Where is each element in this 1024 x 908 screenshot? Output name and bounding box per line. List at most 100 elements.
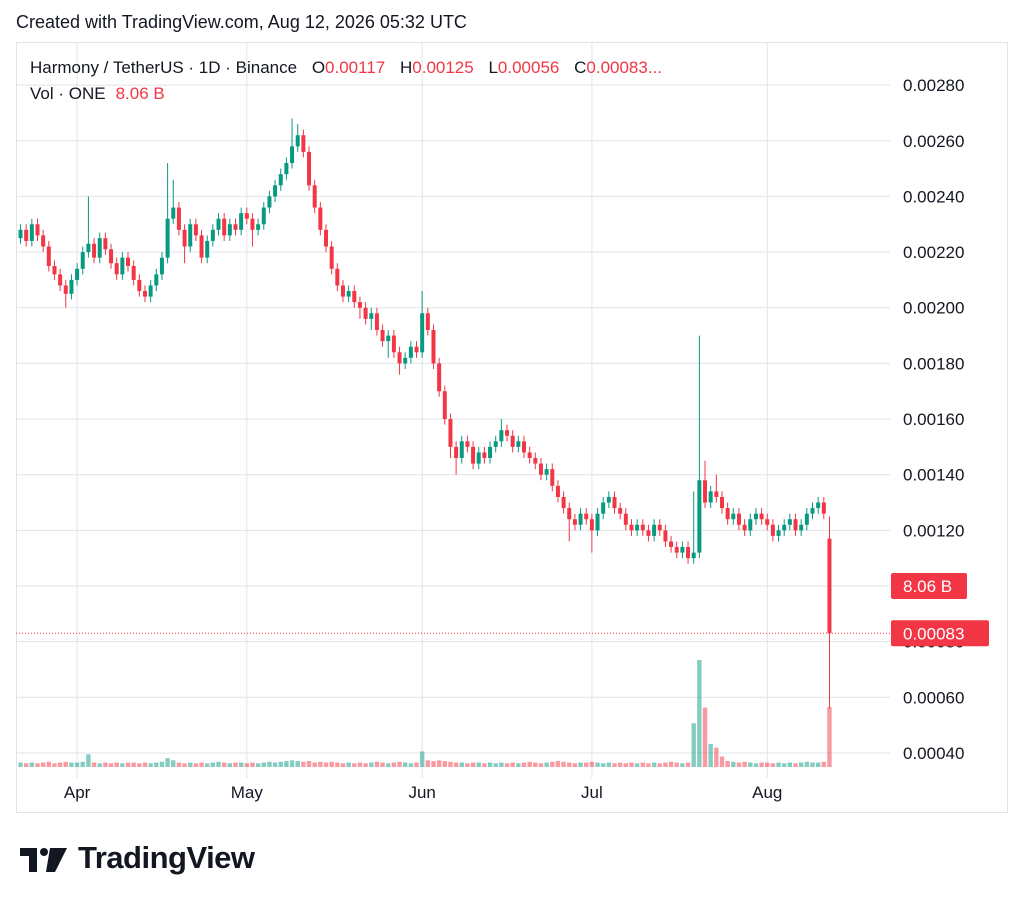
volume-bar	[142, 762, 148, 767]
candle-body	[239, 213, 244, 230]
volume-badge-label: 8.06 B	[903, 577, 952, 596]
volume-bar	[306, 761, 312, 767]
volume-bar	[759, 762, 764, 767]
candle-body	[250, 218, 255, 230]
candle-body	[391, 335, 396, 353]
candle-body	[731, 513, 736, 520]
volume-bar	[748, 762, 753, 767]
o-key: O	[311, 58, 326, 77]
candle-body	[448, 419, 453, 447]
brand: TradingView	[78, 840, 255, 875]
candle-body	[465, 441, 470, 447]
y-tick-label: 0.00040	[903, 744, 964, 763]
candle-body	[397, 352, 402, 364]
candle-body	[459, 441, 464, 458]
candle-body	[584, 513, 589, 520]
volume-bar	[125, 762, 131, 767]
candle-body	[810, 508, 815, 514]
candle-body	[290, 146, 295, 164]
candle-body	[52, 266, 57, 275]
volume-bar	[646, 763, 651, 767]
candle-body	[199, 235, 204, 258]
volume-bar	[589, 761, 595, 767]
candle-body	[561, 496, 566, 509]
candle-body	[606, 496, 611, 503]
y-tick-label: 0.00140	[903, 466, 964, 485]
volume-bar	[533, 762, 538, 767]
volume-bar	[725, 761, 730, 767]
candle-body	[708, 491, 713, 503]
candle-body	[527, 452, 532, 458]
candle-body	[357, 302, 362, 308]
h-key: H	[399, 58, 413, 77]
volume-bar	[40, 762, 46, 767]
volume-bar	[363, 763, 368, 767]
volume-bar	[159, 761, 165, 767]
volume-bar	[205, 763, 210, 767]
candle-body	[324, 229, 329, 247]
candle-body	[646, 530, 651, 536]
volume-bar	[487, 762, 493, 767]
candle-body	[24, 229, 29, 241]
candle-body	[154, 274, 159, 286]
candle-body	[408, 346, 413, 358]
candle-body	[623, 513, 628, 525]
volume-bar	[685, 762, 691, 767]
candle-body	[505, 430, 510, 436]
volume-bar	[584, 762, 589, 767]
candle-body	[233, 224, 238, 230]
l-value: 0.00056	[497, 58, 560, 77]
volume-bar	[606, 762, 612, 767]
candle-body	[770, 524, 775, 536]
candle-body	[799, 524, 804, 531]
volume-bar	[561, 761, 566, 767]
volume-bar	[804, 761, 810, 767]
volume-bar	[329, 761, 334, 767]
volume-bar	[787, 762, 793, 767]
volume-bar	[629, 762, 634, 767]
volume-bar	[250, 762, 255, 767]
candle-body	[657, 524, 662, 531]
volume-bar	[221, 762, 227, 767]
volume-bar	[482, 763, 487, 767]
volume-bar	[798, 762, 804, 767]
candle-body	[227, 224, 232, 236]
candle-body	[188, 224, 193, 247]
candle-body	[686, 547, 691, 559]
candle-body	[216, 218, 221, 230]
volume-bar	[538, 763, 544, 767]
volume-bar	[233, 762, 238, 767]
candle-body	[567, 508, 572, 520]
volume-bar	[459, 762, 464, 767]
candle-body	[703, 480, 708, 503]
candle-body	[126, 257, 131, 266]
volume-bar	[425, 760, 431, 767]
y-tick-label: 0.00220	[903, 243, 964, 262]
candle-body	[75, 268, 80, 280]
volume-bar	[108, 763, 114, 767]
volume-bar	[397, 761, 402, 767]
y-tick-label: 0.00200	[903, 299, 964, 318]
volume-bar	[708, 743, 713, 767]
candle-body	[431, 330, 436, 364]
volume-bar	[436, 760, 442, 767]
volume-bar	[414, 762, 419, 767]
candle-body	[346, 291, 351, 297]
candle-body	[301, 135, 306, 152]
volume-bar	[668, 761, 674, 767]
tv-logo	[20, 848, 67, 872]
candle-body	[652, 524, 657, 536]
y-tick-label: 0.00260	[903, 132, 964, 151]
candle-body	[697, 480, 702, 553]
candle-body	[544, 469, 549, 475]
volume-bar	[63, 761, 68, 767]
candle-body	[471, 446, 476, 464]
volume-bar	[272, 762, 278, 767]
candle-body	[369, 313, 374, 319]
volume-bar	[340, 763, 346, 767]
volume-bar	[612, 763, 617, 767]
candle-body	[205, 240, 210, 258]
candle-body	[612, 496, 617, 509]
candle-body	[499, 430, 504, 442]
